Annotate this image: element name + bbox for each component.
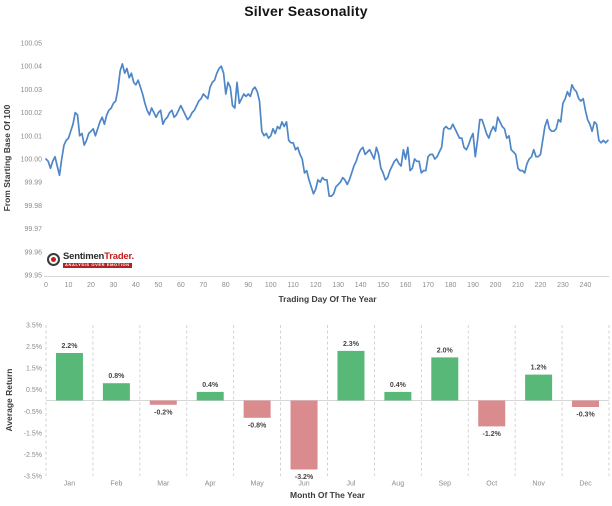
line-chart-y-axis-title: From Starting Base Of 100 (2, 104, 12, 212)
sentimentrader-logo-wordmark: SentimenTrader. (63, 251, 134, 262)
line-chart-y-tick-label: 100.00 (21, 157, 43, 164)
line-chart-x-tick-label: 50 (154, 282, 162, 289)
bar-jun (290, 400, 318, 470)
sentimentrader-logo: SentimenTrader. ANALYSIS OVER EMOTION (47, 252, 134, 268)
bar-oct (478, 400, 506, 427)
bar-value-label: 2.3% (343, 341, 360, 348)
line-chart-x-tick-label: 140 (355, 282, 367, 289)
bar-value-label: -1.2% (483, 431, 502, 438)
line-chart-x-tick-label: 200 (490, 282, 502, 289)
line-chart-y-tick-label: 99.95 (24, 273, 42, 280)
line-chart-x-tick-label: 190 (467, 282, 479, 289)
line-chart-x-tick-label: 240 (580, 282, 592, 289)
bar-jan (55, 353, 83, 401)
bar-chart-month-label: May (251, 481, 265, 488)
line-chart-y-tick-label: 100.01 (21, 133, 43, 140)
bar-nov (525, 374, 553, 401)
bar-chart-month-label: Apr (205, 481, 217, 488)
line-chart-x-tick-label: 160 (400, 282, 412, 289)
line-chart-y-tick-label: 99.96 (24, 249, 42, 256)
line-chart-y-tick-label: 99.99 (24, 180, 42, 187)
bar-sep (431, 357, 459, 401)
line-chart-x-tick-label: 60 (177, 282, 185, 289)
line-chart-x-tick-label: 130 (332, 282, 344, 289)
bar-chart-y-tick-label: -3.5% (24, 474, 42, 481)
line-chart-x-tick-label: 180 (445, 282, 457, 289)
bar-chart-month-label: Dec (579, 481, 592, 488)
bar-value-label: 2.2% (61, 343, 78, 350)
bar-chart-y-tick-label: 2.5% (26, 344, 42, 351)
sentimentrader-logo-icon (47, 253, 60, 267)
line-chart-x-tick-label: 40 (132, 282, 140, 289)
line-chart-y-tick-label: 100.03 (21, 87, 43, 94)
line-chart-x-tick-label: 80 (222, 282, 230, 289)
bar-value-label: 2.0% (437, 347, 454, 354)
bar-value-label: -0.8% (248, 422, 267, 429)
line-chart-x-tick-label: 30 (110, 282, 118, 289)
bar-chart-y-tick-label: -0.5% (24, 409, 42, 416)
bar-chart-y-tick-label: 1.5% (26, 366, 42, 373)
line-chart-y-tick-label: 99.97 (24, 226, 42, 233)
line-chart-x-tick-label: 230 (557, 282, 569, 289)
bar-value-label: -0.3% (576, 411, 595, 418)
line-chart-y-tick-label: 100.04 (21, 64, 43, 71)
bar-chart-y-tick-label: 0.5% (26, 387, 42, 394)
sentimentrader-logo-tagline: ANALYSIS OVER EMOTION (63, 262, 132, 268)
line-chart-x-tick-label: 170 (422, 282, 434, 289)
line-chart-x-axis-title: Trading Day Of The Year (278, 294, 377, 304)
bar-chart-y-tick-label: -2.5% (24, 452, 42, 459)
bar-chart-month-label: Nov (532, 481, 545, 488)
chart-title: Silver Seasonality (244, 3, 368, 19)
bar-chart-y-tick-label: 3.5% (26, 323, 42, 330)
line-chart-x-tick-label: 220 (535, 282, 547, 289)
bar-feb (102, 383, 130, 401)
line-chart-x-tick-label: 210 (512, 282, 524, 289)
line-chart-x-tick-label: 20 (87, 282, 95, 289)
bar-chart-month-label: Jan (64, 481, 75, 488)
line-chart-x-tick-label: 120 (310, 282, 322, 289)
line-chart-x-tick-label: 110 (288, 282, 299, 289)
line-chart-x-tick-label: 10 (65, 282, 73, 289)
bar-value-label: 0.4% (390, 382, 407, 389)
seasonality-line (45, 63, 609, 197)
bar-dec (572, 400, 600, 407)
line-chart-y-tick-label: 100.05 (21, 41, 43, 48)
line-chart-x-tick-label: 150 (377, 282, 389, 289)
bar-value-label: -3.2% (295, 474, 314, 481)
bar-chart-y-tick-label: -1.5% (24, 430, 42, 437)
bar-value-label: -0.2% (154, 409, 173, 416)
line-chart-y-tick-label: 99.98 (24, 203, 42, 210)
bar-chart-month-label: Aug (392, 481, 405, 488)
line-chart-x-tick-label: 0 (44, 282, 48, 289)
bar-may (243, 400, 271, 418)
bar-chart-month-label: Sep (439, 481, 452, 488)
bar-chart-month-label: Mar (157, 481, 170, 488)
line-chart-x-tick-label: 70 (199, 282, 207, 289)
bar-chart-month-label: Jul (346, 481, 355, 488)
bar-jul (337, 350, 365, 401)
bar-chart-x-axis-title: Month Of The Year (290, 490, 365, 500)
bar-value-label: 0.4% (202, 382, 219, 389)
bar-apr (196, 391, 224, 401)
bar-chart-month-label: Feb (110, 481, 122, 488)
bar-chart-month-label: Oct (486, 481, 497, 488)
line-chart-x-tick-label: 100 (265, 282, 277, 289)
bar-value-label: 1.2% (531, 365, 548, 372)
bar-chart-month-label: Jun (298, 481, 309, 488)
bar-value-label: 0.8% (108, 373, 125, 380)
line-chart-x-tick-label: 90 (244, 282, 252, 289)
line-chart-y-tick-label: 100.02 (21, 110, 43, 117)
bar-aug (384, 391, 412, 401)
bar-chart-y-axis-title: Average Return (4, 368, 14, 432)
bar-mar (149, 400, 177, 405)
